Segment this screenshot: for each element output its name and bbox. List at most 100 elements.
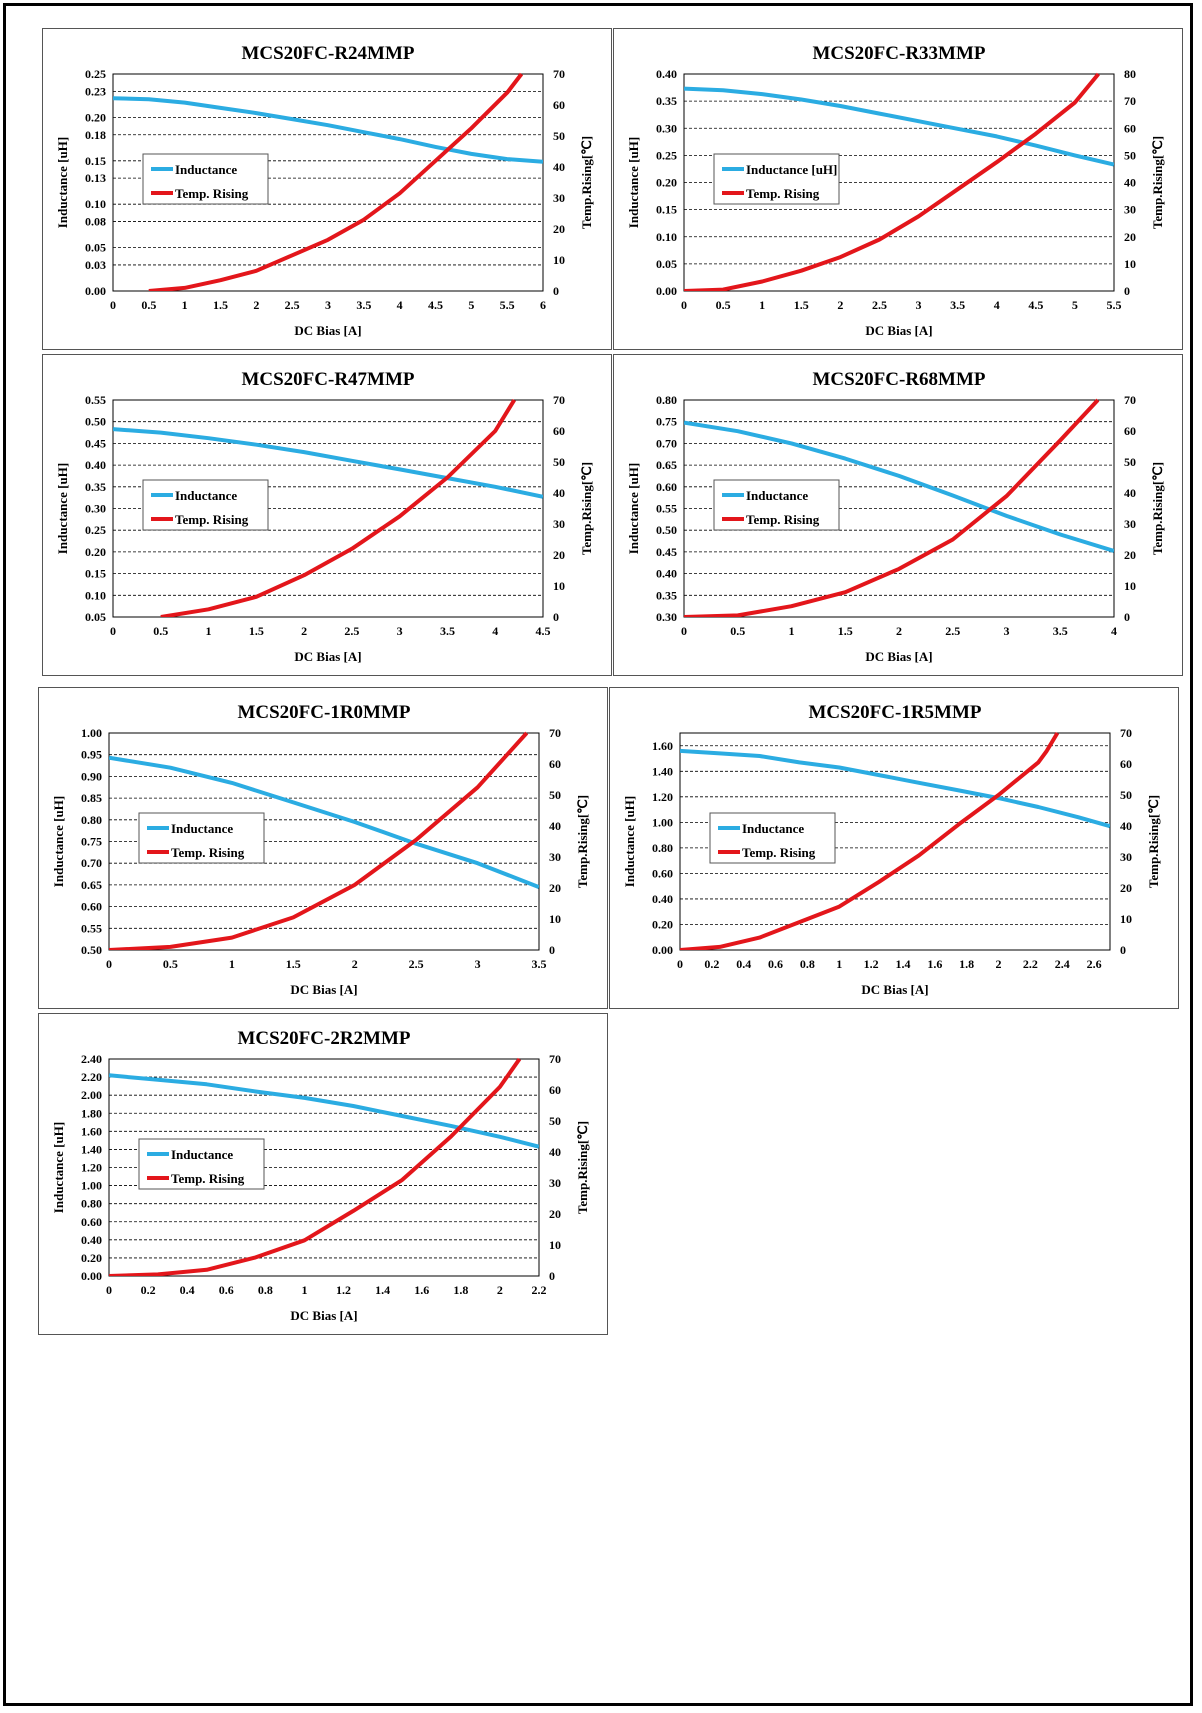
y2-axis-title: Temp.Rising[℃] [1150, 462, 1165, 555]
y-tick-label: 0.45 [85, 436, 106, 450]
x-tick-label: 0.6 [219, 1283, 234, 1297]
y2-tick-label: 20 [549, 1207, 561, 1221]
y2-tick-label: 0 [549, 943, 555, 957]
y2-tick-label: 20 [549, 881, 561, 895]
x-tick-label: 0.2 [704, 957, 719, 971]
y2-tick-label: 0 [1124, 610, 1130, 624]
y-tick-label: 1.60 [81, 1124, 102, 1138]
y2-tick-label: 60 [553, 424, 565, 438]
legend-box [138, 812, 265, 864]
chart-panel-1r5: MCS20FC-1R5MMP 0.00 0.20 0.40 0.60 0.80 1.00 1.… [609, 687, 1179, 1009]
y-tick-label: 0.95 [81, 748, 102, 762]
y2-tick-label: 30 [553, 191, 565, 205]
x-tick-label: 0.8 [258, 1283, 273, 1297]
inductance-series-line [684, 86, 1114, 167]
chart-panel-r33: MCS20FC-R33MMP 0.00 0.05 0.10 0.15 0.20 0.25 0.… [613, 28, 1183, 350]
x-tick-label: 5.5 [1107, 298, 1122, 312]
y2-axis-title: Temp.Rising[℃] [579, 136, 594, 229]
x-tick-label: 1.2 [336, 1283, 351, 1297]
x-tick-label: 0 [110, 624, 116, 638]
y2-tick-label: 30 [549, 850, 561, 864]
x-tick-label: 0 [677, 957, 683, 971]
x-tick-label: 3 [325, 298, 331, 312]
y2-tick-label: 20 [1124, 548, 1136, 562]
y2-tick-label: 40 [1124, 176, 1136, 190]
y-tick-label: 0.60 [81, 900, 102, 914]
y-tick-label: 1.60 [652, 739, 673, 753]
y-tick-label: 0.85 [81, 791, 102, 805]
y-tick-label: 2.20 [81, 1070, 102, 1084]
x-tick-label: 3 [475, 957, 481, 971]
y2-tick-label: 50 [1124, 148, 1136, 162]
x-tick-label: 1 [182, 298, 188, 312]
x-tick-label: 1 [206, 624, 212, 638]
y-tick-label: 0.00 [652, 943, 673, 957]
x-tick-label: 1.6 [927, 957, 942, 971]
legend-box [138, 1138, 265, 1190]
y-tick-label: 0.50 [85, 415, 106, 429]
y-tick-label: 0.10 [656, 230, 677, 244]
x-tick-label: 4.5 [428, 298, 443, 312]
y2-tick-label: 10 [549, 912, 561, 926]
y-axis-title: Inductance [uH] [55, 463, 70, 554]
temp-rising-series-line [680, 731, 1060, 950]
plot-area [108, 1058, 540, 1277]
y-tick-label: 0.05 [85, 610, 106, 624]
x-tick-label: 2.5 [344, 624, 359, 638]
x-tick-label: 2.5 [285, 298, 300, 312]
x-tick-label: 0 [681, 624, 687, 638]
y-tick-label: 0.80 [656, 393, 677, 407]
y2-tick-label: 50 [1124, 455, 1136, 469]
y-tick-label: 0.40 [85, 458, 106, 472]
y-axis-title: Inductance [uH] [51, 796, 66, 887]
chart-title: MCS20FC-1R0MMP [237, 702, 410, 723]
y2-tick-label: 70 [549, 726, 561, 740]
y2-axis-title: Temp.Rising[℃] [575, 795, 590, 888]
x-tick-label: 2.2 [532, 1283, 547, 1297]
plot-area [112, 399, 544, 618]
legend-label: Inductance [171, 1147, 233, 1162]
x-tick-label: 0 [681, 298, 687, 312]
x-tick-label: 1 [789, 624, 795, 638]
y2-tick-label: 0 [1124, 284, 1130, 298]
x-tick-label: 5.5 [500, 298, 515, 312]
y2-axis-title: Temp.Rising[℃] [1150, 136, 1165, 229]
y2-tick-label: 60 [1124, 121, 1136, 135]
x-tick-label: 1.5 [249, 624, 264, 638]
x-tick-label: 2.5 [409, 957, 424, 971]
legend-label: Inductance [746, 488, 808, 503]
x-tick-label: 3.5 [440, 624, 455, 638]
x-tick-label: 1.5 [794, 298, 809, 312]
y2-tick-label: 10 [1124, 579, 1136, 593]
x-tick-label: 2 [837, 298, 843, 312]
legend-label: Temp. Rising [171, 845, 245, 860]
temp-rising-series-line [109, 731, 529, 950]
chart-1r0: MCS20FC-1R0MMP0.500.550.600.650.700.750.… [51, 702, 590, 997]
x-tick-label: 0.5 [730, 624, 745, 638]
y2-tick-label: 70 [1124, 393, 1136, 407]
legend-label: Inductance [175, 162, 237, 177]
chart-r68: MCS20FC-R68MMP0.300.350.400.450.500.550.… [626, 369, 1165, 664]
y-tick-label: 2.40 [81, 1052, 102, 1066]
x-tick-label: 1.8 [959, 957, 974, 971]
chart-title: MCS20FC-R68MMP [812, 369, 985, 390]
y-tick-label: 0.05 [656, 257, 677, 271]
y-tick-label: 0.00 [81, 1269, 102, 1283]
chart-title: MCS20FC-1R5MMP [808, 702, 981, 723]
y2-tick-label: 60 [549, 1083, 561, 1097]
x-tick-label: 3.5 [356, 298, 371, 312]
y-axis-title: Inductance [uH] [626, 463, 641, 554]
y2-tick-label: 60 [553, 98, 565, 112]
y-tick-label: 0.50 [81, 943, 102, 957]
y-tick-label: 0.40 [81, 1233, 102, 1247]
y-tick-label: 1.00 [81, 726, 102, 740]
y2-tick-label: 0 [553, 610, 559, 624]
y-tick-label: 0.10 [85, 588, 106, 602]
legend-box [709, 812, 836, 864]
x-tick-label: 3.5 [950, 298, 965, 312]
legend-label: Inductance [742, 821, 804, 836]
x-tick-label: 4 [397, 298, 403, 312]
plot-area [112, 73, 544, 292]
chart-2r2: MCS20FC-2R2MMP0.000.200.400.600.801.001.… [51, 1028, 590, 1323]
x-tick-label: 3.5 [1053, 624, 1068, 638]
